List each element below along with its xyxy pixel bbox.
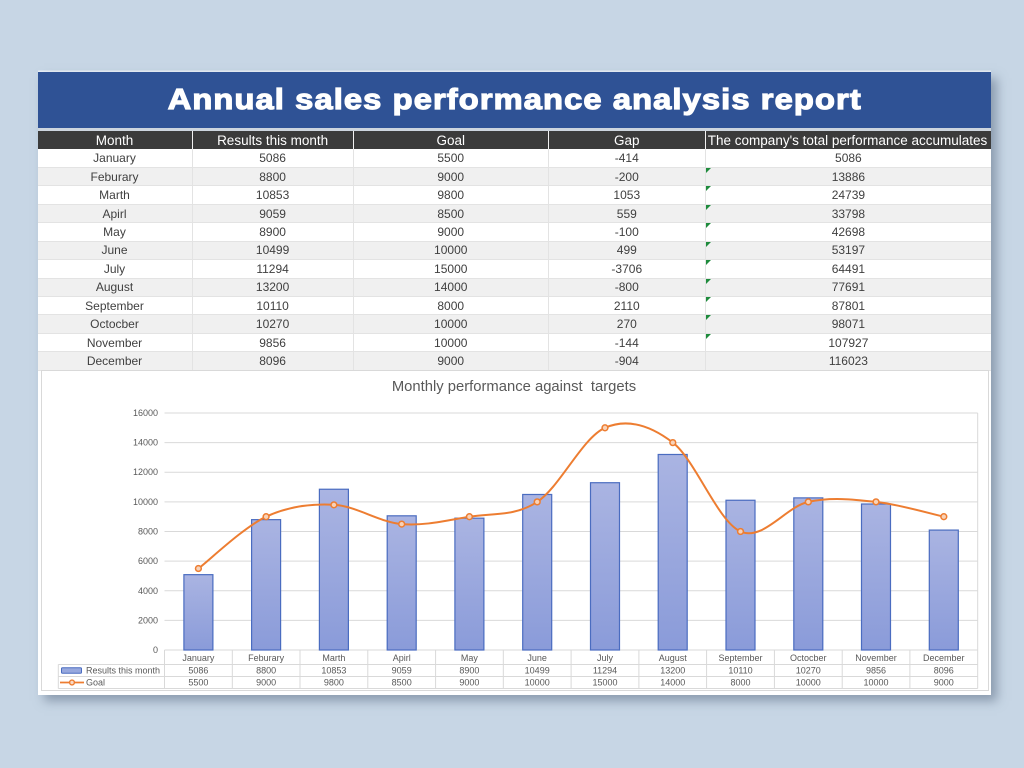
svg-text:5086: 5086 [188, 666, 208, 676]
svg-text:Apirl: Apirl [393, 653, 411, 663]
svg-text:10000: 10000 [525, 678, 550, 688]
svg-text:14000: 14000 [660, 678, 685, 688]
svg-text:January: January [182, 653, 215, 663]
svg-text:10000: 10000 [863, 678, 888, 688]
svg-text:5500: 5500 [188, 678, 208, 688]
svg-text:6000: 6000 [138, 556, 158, 566]
svg-text:9856: 9856 [866, 666, 886, 676]
svg-text:June: June [527, 653, 547, 663]
svg-text:9000: 9000 [934, 678, 954, 688]
svg-text:August: August [659, 653, 688, 663]
svg-text:12000: 12000 [133, 467, 158, 477]
svg-text:0: 0 [153, 645, 158, 655]
svg-text:8500: 8500 [392, 678, 412, 688]
svg-text:8000: 8000 [138, 527, 158, 537]
svg-text:Results this month: Results this month [86, 666, 160, 676]
svg-text:10270: 10270 [796, 666, 821, 676]
svg-text:Monthly performance against t: Monthly performance against targets [392, 379, 636, 395]
svg-text:15000: 15000 [592, 678, 617, 688]
svg-text:11294: 11294 [593, 666, 617, 676]
svg-text:8096: 8096 [934, 666, 954, 676]
svg-text:16000: 16000 [133, 408, 158, 418]
svg-text:10000: 10000 [133, 497, 158, 507]
svg-text:Feburary: Feburary [248, 653, 285, 663]
svg-text:2000: 2000 [138, 615, 158, 625]
svg-text:8900: 8900 [459, 666, 479, 676]
svg-text:Goal: Goal [86, 678, 105, 688]
svg-text:9800: 9800 [324, 678, 344, 688]
svg-text:4000: 4000 [138, 586, 158, 596]
svg-text:Octocber: Octocber [790, 653, 827, 663]
svg-text:July: July [597, 653, 614, 663]
svg-text:December: December [923, 653, 965, 663]
svg-text:November: November [855, 653, 897, 663]
svg-text:10110: 10110 [728, 666, 752, 676]
svg-text:Marth: Marth [322, 653, 345, 663]
svg-text:10000: 10000 [796, 678, 821, 688]
svg-text:9059: 9059 [392, 666, 412, 676]
svg-text:May: May [461, 653, 479, 663]
svg-text:9000: 9000 [256, 678, 276, 688]
svg-text:13200: 13200 [660, 666, 685, 676]
svg-text:September: September [718, 653, 762, 663]
svg-text:8800: 8800 [256, 666, 276, 676]
svg-text:14000: 14000 [133, 438, 158, 448]
svg-text:10853: 10853 [321, 666, 346, 676]
svg-text:9000: 9000 [459, 678, 479, 688]
svg-text:10499: 10499 [525, 666, 550, 676]
svg-text:8000: 8000 [730, 678, 750, 688]
